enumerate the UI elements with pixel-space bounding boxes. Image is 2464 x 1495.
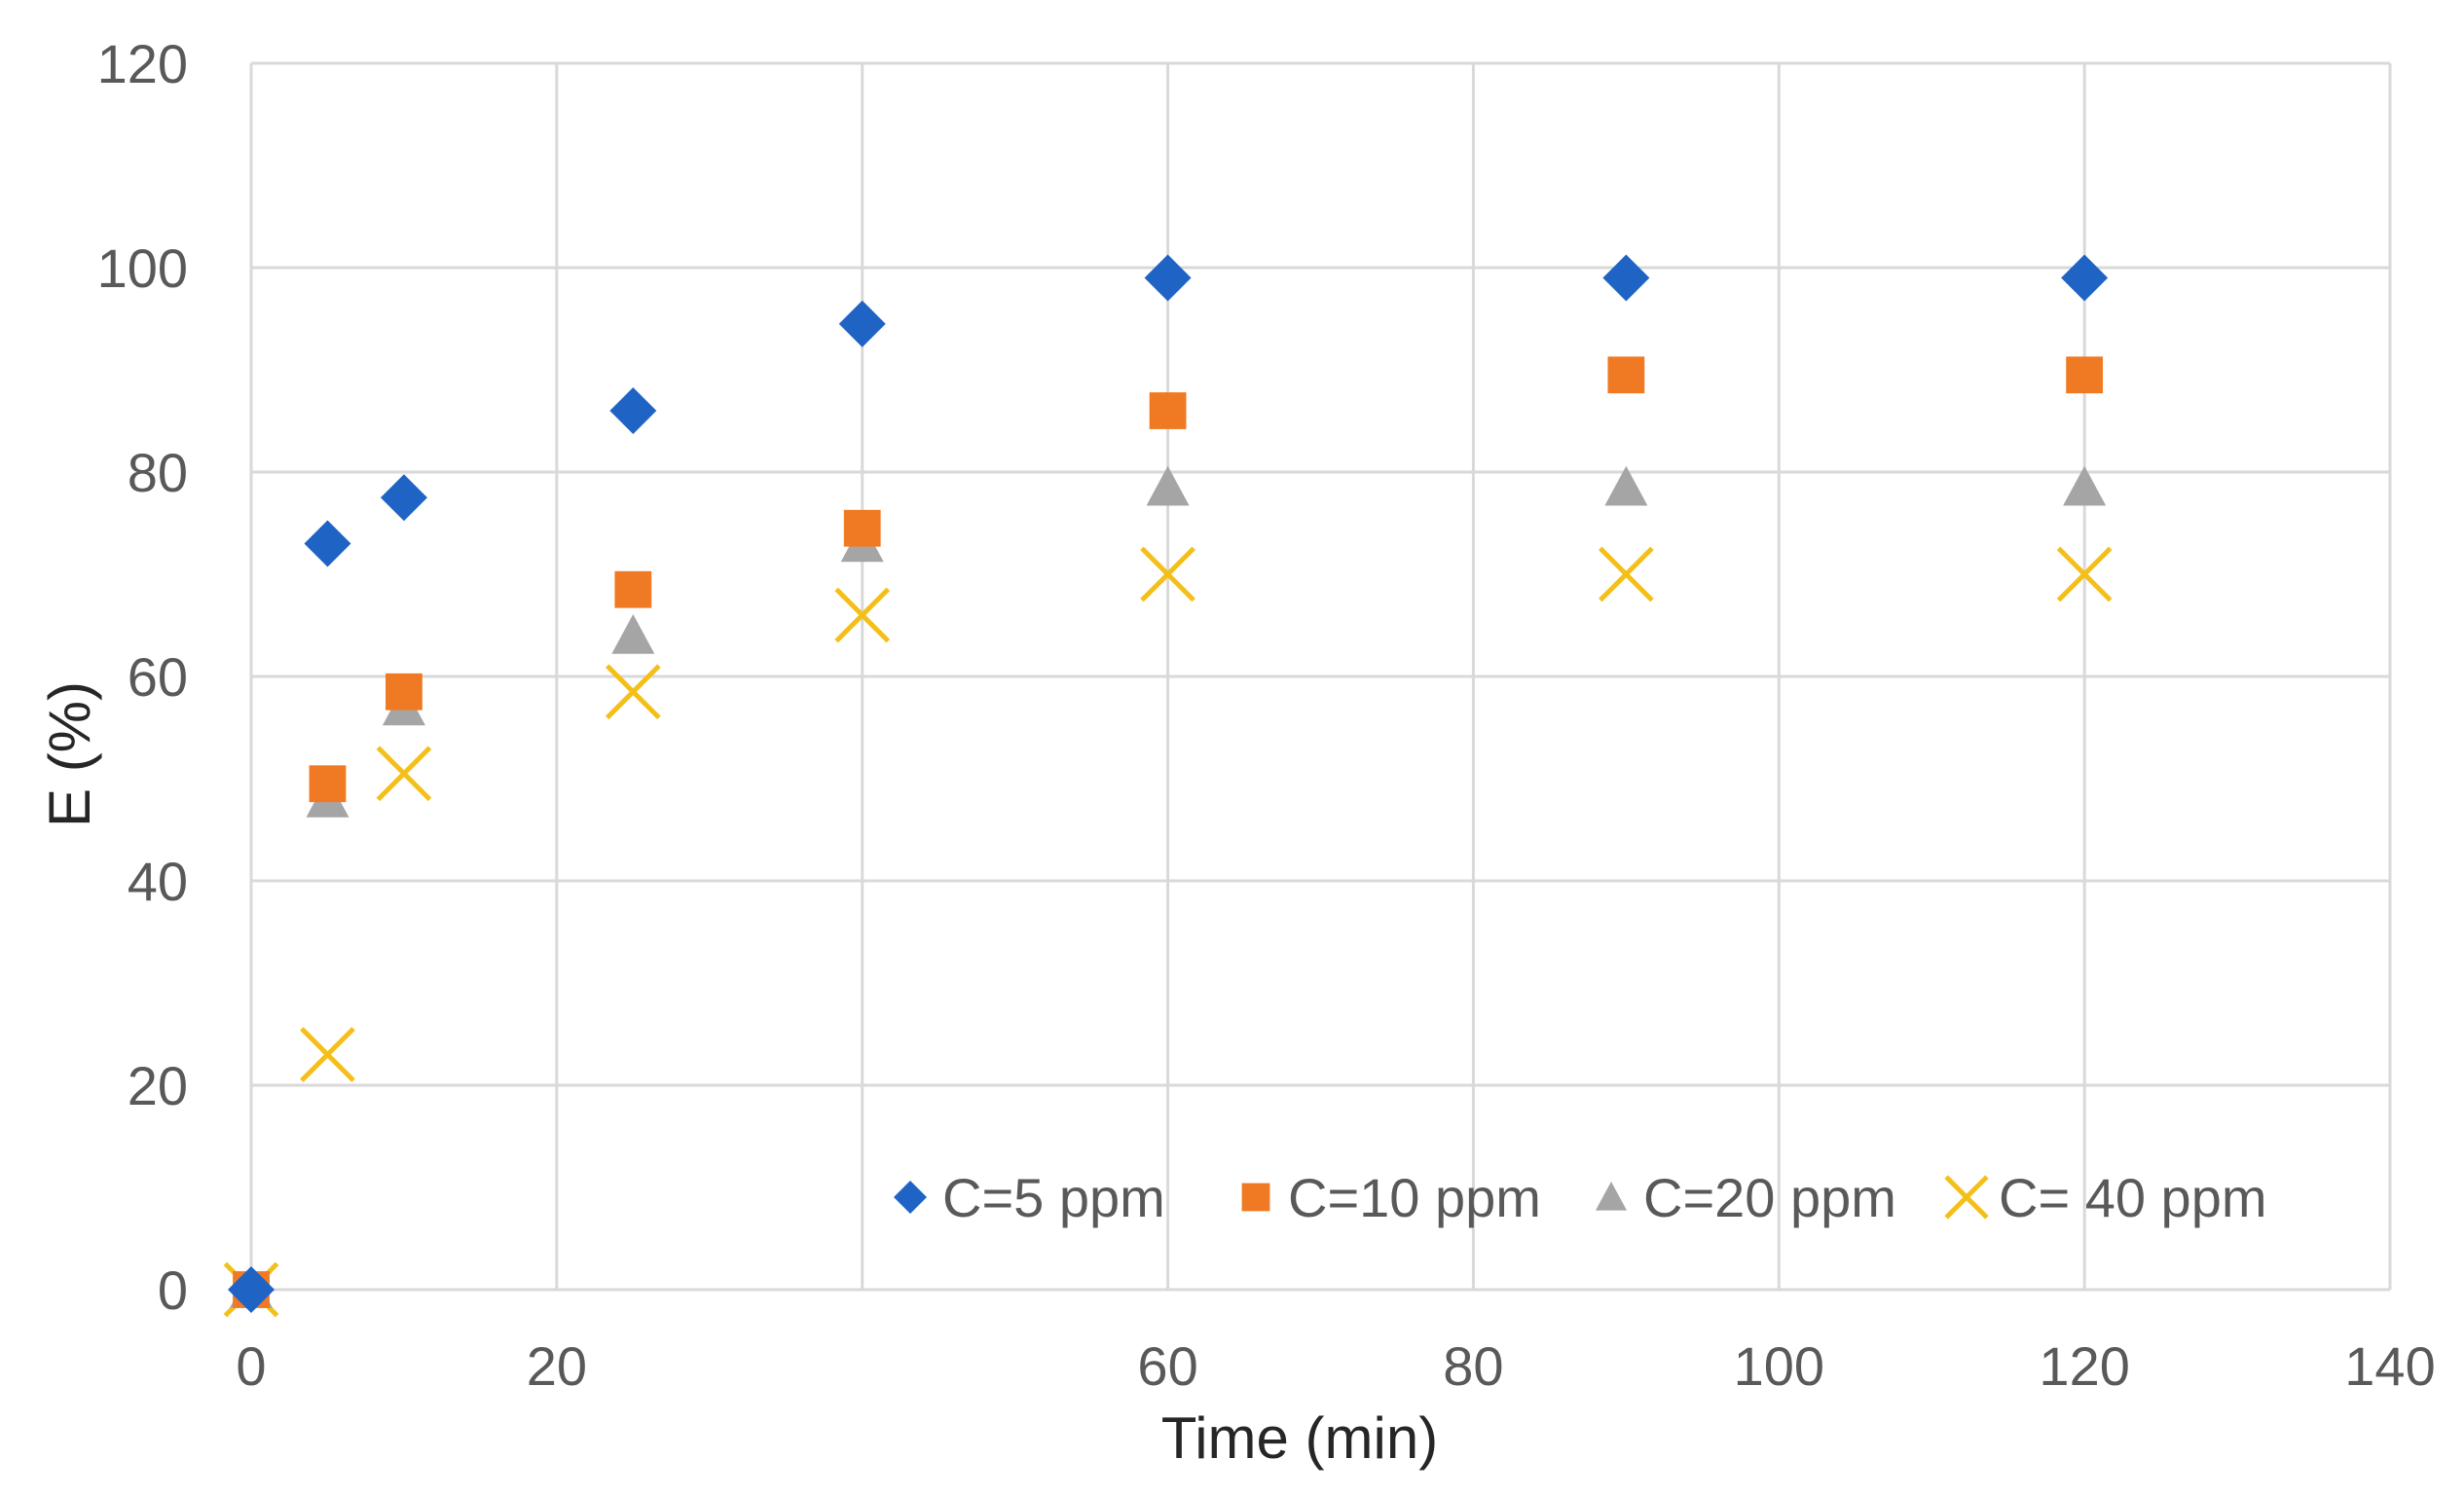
y-axis-title: E (%) <box>37 681 102 827</box>
data-point-x <box>376 746 432 802</box>
data-point-x-stroke <box>376 746 432 802</box>
data-point-x <box>834 587 891 643</box>
data-point-diamond <box>2061 254 2109 302</box>
legend-label: C= 40 ppm <box>1999 1167 2267 1228</box>
data-point-x-stroke <box>300 1027 355 1082</box>
y-axis-tick-labels: 0 20 40 60 80 100 120 <box>97 33 188 1321</box>
legend-label: C=5 ppm <box>942 1167 1165 1228</box>
data-point-x-stroke <box>605 664 661 720</box>
y-tick-label: 60 <box>128 646 188 708</box>
y-tick-label: 100 <box>97 237 188 299</box>
data-point-x <box>300 1027 355 1082</box>
y-tick-label: 40 <box>128 851 188 912</box>
y-tick-label: 80 <box>128 442 188 503</box>
data-point-square <box>1149 392 1187 429</box>
data-points <box>223 254 2113 1318</box>
x-tick-label: 120 <box>2039 1335 2129 1397</box>
x-axis-tick-labels: 0 20 60 80 100 120 140 <box>236 1335 2435 1397</box>
y-tick-label: 0 <box>158 1259 188 1321</box>
data-point-diamond <box>228 1266 275 1313</box>
legend-label: C=10 ppm <box>1288 1167 1541 1228</box>
data-point-diamond <box>609 387 657 434</box>
legend-marker-x <box>1944 1175 1989 1220</box>
x-tick-label: 20 <box>527 1335 587 1397</box>
data-point-square <box>386 673 423 711</box>
data-point-diamond <box>838 300 886 347</box>
data-point-triangle <box>611 614 655 654</box>
data-point-diamond <box>1144 254 1192 302</box>
data-point-x-stroke <box>834 587 891 643</box>
legend: C=5 ppm C=10 ppm C=20 ppm C= 40 ppm <box>894 1167 2267 1228</box>
x-tick-label: 100 <box>1734 1335 1824 1397</box>
x-axis-title: Time (min) <box>1161 1405 1438 1471</box>
data-point-diamond <box>304 520 351 567</box>
data-point-x-stroke <box>1598 546 1654 602</box>
x-tick-label: 80 <box>1443 1335 1503 1397</box>
data-point-x <box>1598 546 1654 602</box>
legend-label: C=20 ppm <box>1643 1167 1896 1228</box>
x-tick-label: 60 <box>1137 1335 1197 1397</box>
data-point-x <box>2056 546 2113 602</box>
x-tick-label: 140 <box>2344 1335 2435 1397</box>
data-point-diamond <box>380 474 427 522</box>
y-tick-label: 20 <box>128 1055 188 1116</box>
data-point-x <box>1140 546 1195 602</box>
data-point-x-stroke <box>1140 546 1195 602</box>
data-point-square <box>309 765 347 803</box>
legend-marker-triangle <box>1596 1182 1627 1211</box>
data-point-square <box>1607 356 1645 394</box>
data-point-x <box>605 664 661 720</box>
data-point-square <box>843 509 881 547</box>
data-point-square <box>614 570 652 608</box>
legend-marker-x-stroke <box>1944 1175 1989 1220</box>
data-point-triangle <box>2063 465 2107 506</box>
legend-marker-diamond <box>894 1181 927 1214</box>
y-tick-label: 120 <box>97 33 188 94</box>
data-point-x-stroke <box>2056 546 2113 602</box>
data-point-triangle <box>1604 465 1648 506</box>
gridlines <box>249 61 2392 1292</box>
legend-marker-square <box>1241 1183 1270 1212</box>
x-tick-label: 0 <box>236 1335 266 1397</box>
data-point-diamond <box>1602 254 1650 302</box>
data-point-triangle <box>1146 465 1190 506</box>
data-point-square <box>2066 356 2104 394</box>
